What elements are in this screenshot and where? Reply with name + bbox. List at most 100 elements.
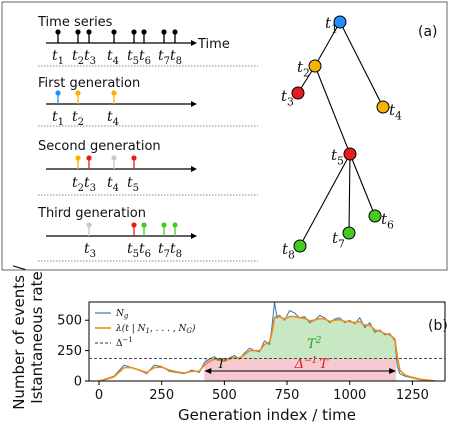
event-dot (55, 90, 61, 96)
event-time-label: t4 (107, 48, 119, 67)
x-tick-label: 1250 (396, 388, 429, 403)
first-generation-events: t1 t2 t4 (52, 90, 119, 128)
panel-b-chart: 0 250 500 750 1000 1250 0 250 500 Generation inde… (10, 264, 448, 424)
delta-inv-T-area (204, 358, 397, 381)
event-dot (141, 29, 147, 35)
event-dot (131, 222, 137, 228)
event-dot (55, 29, 61, 35)
event-time-label: t8 (170, 48, 182, 67)
delta-inv-T-label: Δ−1 T (294, 356, 330, 372)
tree-node-t3 (291, 86, 305, 100)
tree-edge (299, 153, 351, 247)
plot-frame (88, 301, 446, 382)
event-dot (86, 29, 92, 35)
first-generation-title: First generation (38, 76, 140, 91)
event-time-label: t1 (52, 48, 64, 67)
tree-node-label: t2 (297, 58, 310, 80)
event-time-label: t3 (84, 241, 96, 260)
tree-node-t5 (343, 147, 357, 161)
event-dot (75, 29, 81, 35)
time-series-arrow (191, 40, 197, 46)
tree-edge (314, 21, 341, 67)
panel-b-tag: (b) (428, 318, 448, 334)
event-time-label: t6 (139, 48, 151, 67)
event-time-label: t5 (127, 241, 139, 260)
event-dot (111, 90, 117, 96)
third-generation-arrow (191, 233, 197, 239)
event-time-label: t6 (139, 241, 151, 260)
event-time-label: t7 (158, 48, 170, 67)
time-series-events: t1 t2 t3 t4 t5 t6 t7 t8 (52, 29, 182, 67)
tree-edge (314, 65, 351, 155)
x-tick-label: 750 (275, 388, 300, 403)
third-generation-title: Third generation (37, 206, 146, 221)
event-time-label: t3 (84, 48, 96, 67)
event-dot (172, 29, 178, 35)
y-tick-label: 250 (57, 344, 82, 359)
legend-label-delta: Δ−1 (116, 336, 133, 349)
event-dot (111, 155, 117, 161)
tree-edge (349, 153, 376, 217)
event-dot (131, 29, 137, 35)
time-series-title: Time series (37, 15, 113, 30)
event-dot (86, 155, 92, 161)
event-time-label: t5 (127, 175, 139, 194)
event-time-label: t7 (158, 241, 170, 260)
tree-node-t6 (368, 209, 382, 223)
event-dot (131, 155, 137, 161)
event-dot (86, 222, 92, 228)
event-time-label: t4 (107, 175, 119, 194)
event-dot (161, 222, 167, 228)
x-tick-label: 0 (95, 388, 103, 403)
tree-node-t8 (293, 239, 307, 253)
x-axis-label: Generation index / time (178, 406, 356, 424)
y-tick-label: 0 (74, 375, 82, 390)
y-axis-label: Number of events /Istantaneous rate (10, 264, 46, 410)
T2-area (204, 315, 397, 359)
tree-node-label: t5 (331, 146, 344, 168)
event-dot (161, 29, 167, 35)
event-time-label: t5 (127, 48, 139, 67)
first-generation-arrow (191, 101, 197, 107)
event-dot (75, 90, 81, 96)
event-time-label: t4 (107, 109, 119, 128)
panel-a-frame (1, 1, 448, 271)
legend-label-Ng: Ng (115, 309, 129, 320)
tree-node-label: t6 (381, 210, 394, 232)
x-tick-label: 500 (212, 388, 237, 403)
T-span-arrow-right (389, 368, 397, 374)
time-axis-label: Time (197, 37, 230, 52)
second-generation-title: Second generation (38, 139, 161, 154)
T-label: T (217, 357, 227, 372)
y-tick-label: 500 (57, 314, 82, 329)
tree-edge (348, 153, 351, 234)
legend: Ng λ(t | N1, . . . , NG)Δ−1 (95, 309, 196, 349)
tree-node-label: t4 (389, 101, 402, 123)
event-time-label: t1 (52, 109, 64, 128)
third-generation-events: t3 t5 t6 t7 t8 (84, 222, 182, 260)
x-tick-label: 250 (149, 388, 174, 403)
tree-node-label: t3 (281, 87, 294, 109)
event-dot (141, 222, 147, 228)
tree-node-label: t8 (282, 240, 295, 262)
tree-node-t1 (333, 15, 347, 29)
tree-node-t2 (308, 59, 322, 73)
event-time-label: t2 (72, 109, 84, 128)
event-time-label: t3 (84, 175, 96, 194)
event-time-label: t2 (72, 175, 84, 194)
panel-a-tag: (a) (418, 24, 438, 40)
T-span-arrow-left (204, 368, 212, 374)
event-dot (75, 155, 81, 161)
tree-node-t4 (376, 100, 390, 114)
event-dot (111, 29, 117, 35)
tree-edge (339, 21, 384, 108)
series-lambda (98, 314, 436, 381)
event-time-label: t8 (170, 241, 182, 260)
legend-label-lambda: λ(t | N1, . . . , NG) (115, 323, 196, 335)
event-dot (172, 222, 178, 228)
tree-node-t7 (342, 226, 356, 240)
event-time-label: t2 (72, 48, 84, 67)
second-generation-arrow (191, 166, 197, 172)
